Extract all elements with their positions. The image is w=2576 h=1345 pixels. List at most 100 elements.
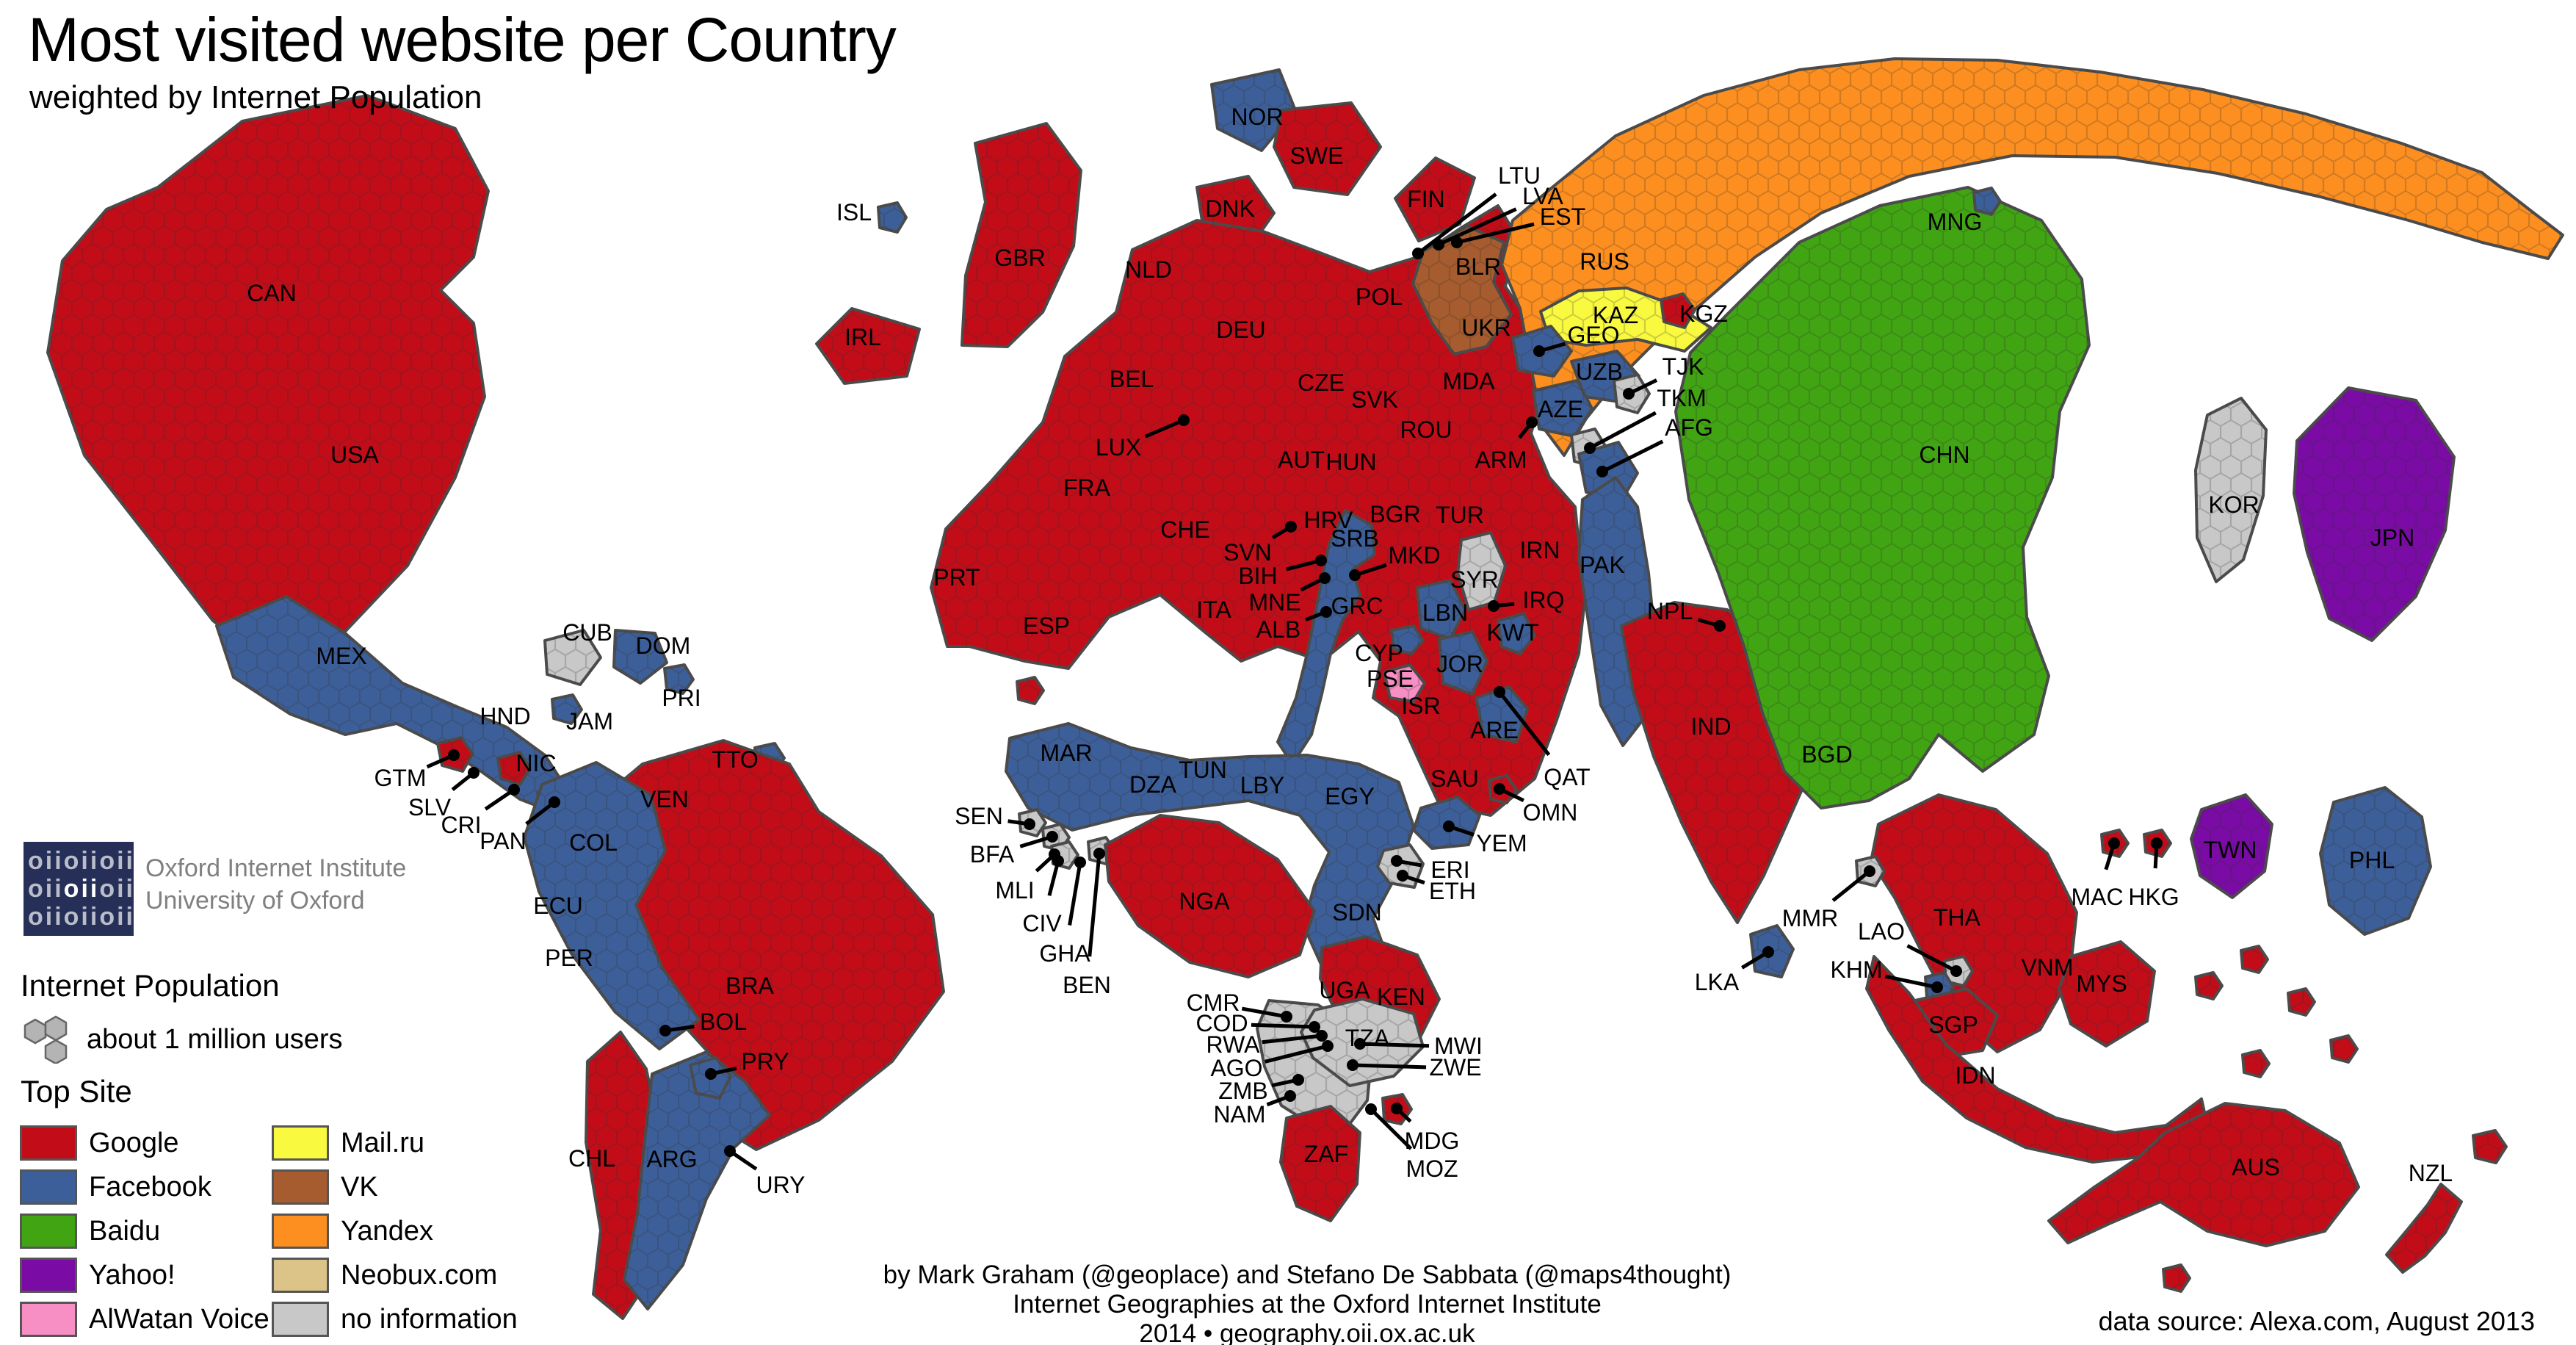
- country-label-BEL: BEL: [1110, 366, 1154, 392]
- country-label-GTM: GTM: [374, 765, 426, 791]
- country-label-ZAF: ZAF: [1304, 1141, 1348, 1167]
- legend-label-neobux: Neobux.com: [341, 1259, 498, 1291]
- page-title: Most visited website per Country: [28, 5, 897, 74]
- country-label-NGA: NGA: [1179, 888, 1230, 915]
- callout-dot-NAM: [1284, 1090, 1296, 1102]
- callout-dot-OMN: [1494, 783, 1505, 795]
- callout-dot-GTM: [448, 749, 460, 761]
- callout-dot-YEM: [1443, 821, 1455, 832]
- callout-dot-AGO: [1322, 1040, 1334, 1052]
- country-label-BLR: BLR: [1455, 253, 1501, 280]
- country-label-IRQ: IRQ: [1523, 587, 1565, 613]
- topsite-legend-heading: Top Site: [21, 1074, 132, 1108]
- callout-dot-CIV: [1052, 855, 1064, 867]
- callout-line-PAN: [525, 801, 556, 826]
- region-canada-usa: [46, 94, 490, 666]
- country-label-IDN: IDN: [1955, 1062, 1995, 1089]
- callout-dot-GHA: [1074, 857, 1086, 868]
- country-label-MLI: MLI: [995, 877, 1034, 904]
- country-label-PRY: PRY: [741, 1048, 789, 1075]
- callout-dot-ARM: [1526, 417, 1538, 428]
- legend-row-noinfo: no information: [272, 1302, 518, 1337]
- country-label-ERI: ERI: [1430, 857, 1469, 883]
- country-label-UGA: UGA: [1319, 977, 1370, 1003]
- callout-line-MOZ: [1370, 1108, 1413, 1150]
- legend-swatch-alwatan: [20, 1302, 77, 1337]
- country-label-HRV: HRV: [1304, 507, 1354, 533]
- callout-line-KHM: [1884, 974, 1938, 989]
- country-label-CHL: CHL: [568, 1145, 615, 1172]
- country-label-LTU: LTU: [1498, 162, 1541, 189]
- country-label-CHN: CHN: [1919, 441, 1969, 468]
- country-label-LUX: LUX: [1096, 434, 1141, 461]
- country-label-KHM: KHM: [1830, 956, 1882, 983]
- callout-line-EST: [1456, 222, 1535, 245]
- region-iceland: [877, 201, 908, 234]
- country-label-JPN: JPN: [2370, 524, 2414, 551]
- callout-dot-KHM: [1931, 981, 1943, 993]
- country-label-ESP: ESP: [1023, 613, 1070, 639]
- country-label-ARM: ARM: [1475, 447, 1527, 473]
- legend-row-facebook: Facebook: [20, 1169, 211, 1205]
- country-label-MNG: MNG: [1928, 209, 1983, 235]
- callout-dot-LAO: [1950, 965, 1962, 977]
- map-regions: [46, 57, 2564, 1320]
- country-label-TKM: TKM: [1657, 385, 1707, 411]
- country-label-LVA: LVA: [1522, 183, 1563, 209]
- country-label-MDA: MDA: [1442, 368, 1495, 394]
- country-label-PSE: PSE: [1367, 666, 1414, 692]
- region-island-2: [2240, 945, 2269, 974]
- country-label-ETH: ETH: [1429, 878, 1476, 904]
- country-label-DZA: DZA: [1129, 771, 1177, 798]
- legend-row-neobux: Neobux.com: [272, 1258, 497, 1293]
- country-label-IRN: IRN: [1519, 537, 1560, 563]
- callout-dot-ZWE: [1347, 1059, 1358, 1071]
- country-label-DEU: DEU: [1216, 317, 1266, 343]
- country-label-BGD: BGD: [1801, 741, 1852, 768]
- country-label-USA: USA: [330, 441, 379, 468]
- region-island-6: [2162, 1263, 2191, 1293]
- callout-line-MWI: [1359, 1042, 1430, 1048]
- country-label-ZMB: ZMB: [1218, 1078, 1268, 1104]
- region-island-1: [2194, 971, 2224, 1000]
- callout-line-LVA: [1437, 207, 1517, 247]
- country-label-SGP: SGP: [1928, 1012, 1978, 1038]
- footer-line-authors: by Mark Graham (@geoplace) and Stefano D…: [883, 1261, 1732, 1289]
- legend-row-yahoo: Yahoo!: [20, 1258, 176, 1293]
- callout-line-LAO: [1906, 944, 1958, 973]
- country-label-DOM: DOM: [636, 632, 691, 659]
- country-label-KGZ: KGZ: [1679, 300, 1728, 327]
- callout-dot-EST: [1451, 237, 1463, 248]
- country-label-NZL: NZL: [2409, 1160, 2453, 1186]
- country-label-PRT: PRT: [933, 564, 980, 591]
- country-label-LBN: LBN: [1422, 599, 1468, 626]
- country-label-VNM: VNM: [2021, 954, 2073, 981]
- country-label-OMN: OMN: [1523, 799, 1578, 826]
- country-label-CYP: CYP: [1355, 640, 1403, 666]
- country-label-BIH: BIH: [1238, 563, 1277, 589]
- country-label-TJK: TJK: [1663, 353, 1704, 380]
- legend-label-mailru: Mail.ru: [341, 1127, 425, 1158]
- callout-line-BEN: [1088, 853, 1101, 957]
- country-label-MAR: MAR: [1040, 740, 1092, 766]
- country-label-SDN: SDN: [1332, 899, 1382, 926]
- country-label-ALB: ALB: [1256, 616, 1300, 643]
- country-label-COL: COL: [569, 829, 618, 856]
- region-south-korea: [2194, 397, 2268, 583]
- hexagon-cluster-icon: [23, 1015, 68, 1064]
- callout-dot-LKA: [1762, 946, 1774, 958]
- country-label-ISR: ISR: [1401, 693, 1440, 719]
- country-label-IRL: IRL: [844, 324, 881, 350]
- callout-line-ZWE: [1352, 1063, 1427, 1070]
- region-new-zealand-north: [2472, 1129, 2508, 1164]
- region-canary-bits: [1016, 676, 1045, 705]
- map-callouts: [426, 192, 2163, 1171]
- country-label-AFG: AFG: [1665, 414, 1713, 441]
- country-label-SRB: SRB: [1331, 525, 1379, 552]
- callout-dot-HKG: [2151, 837, 2163, 849]
- country-label-ECU: ECU: [533, 893, 583, 919]
- callout-dot-RWA: [1316, 1030, 1328, 1042]
- country-label-TZA: TZA: [1345, 1025, 1390, 1051]
- country-label-LKA: LKA: [1695, 969, 1740, 995]
